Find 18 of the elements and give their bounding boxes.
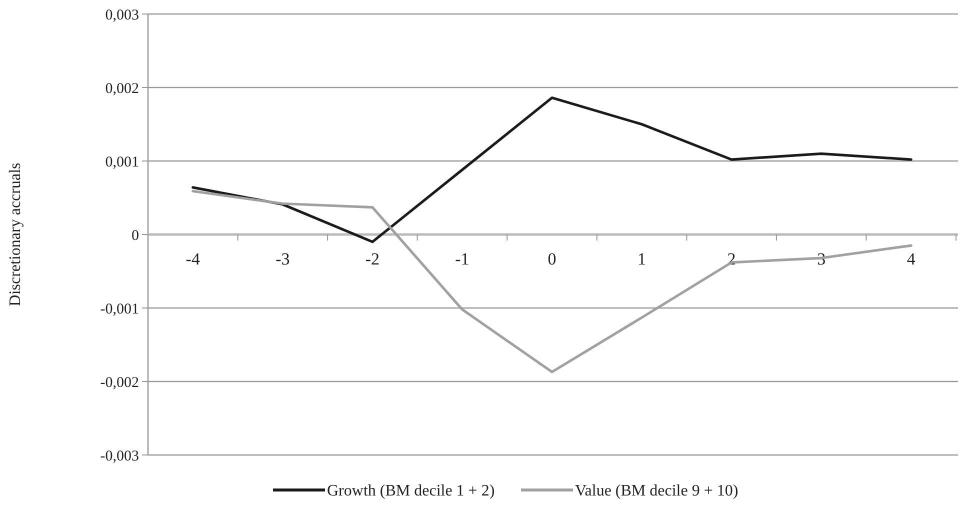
x-tick-label: 0 [548, 250, 556, 268]
y-tick-label: -0,002 [100, 374, 139, 391]
y-tick-label: -0,001 [100, 301, 139, 318]
y-tick-label: -0,003 [100, 448, 139, 464]
x-tick-label: -4 [186, 250, 200, 268]
x-tick-label: 4 [906, 250, 916, 268]
y-tick-label: 0,003 [105, 7, 139, 24]
y-tick-label: 0 [132, 228, 139, 244]
legend-label: Value (BM decile 9 + 10) [575, 482, 738, 500]
x-tick-label: -3 [276, 250, 290, 268]
y-tick-label: 0,002 [105, 80, 139, 97]
x-tick-label: -1 [455, 250, 470, 268]
y-tick-label: 0,001 [105, 154, 139, 170]
line-series [192, 96, 912, 244]
x-tick-label: -2 [365, 250, 380, 268]
legend-label: Growth (BM decile 1 + 2) [327, 482, 495, 500]
y-axis-title: Discretionary accruals [7, 162, 24, 306]
x-tick-label: 1 [638, 250, 646, 268]
